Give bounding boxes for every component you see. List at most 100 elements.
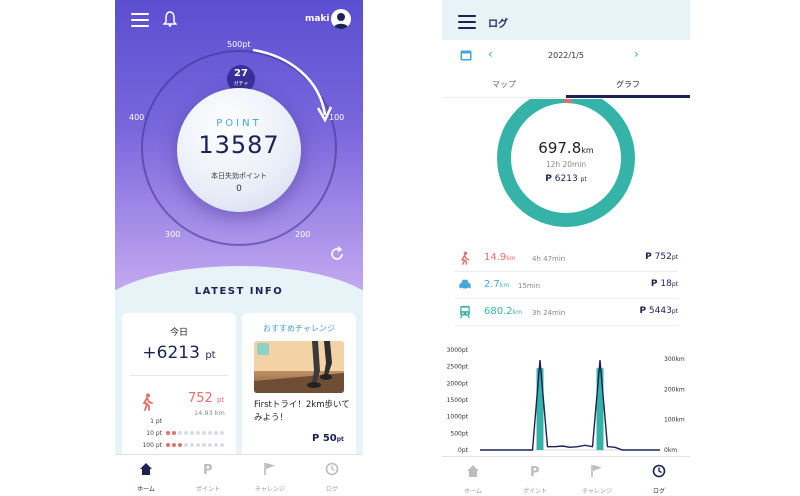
distance-bar (596, 368, 604, 450)
y-left-tick-label: 1500pt (447, 397, 469, 404)
y-right-tick-label: 200km (664, 386, 685, 393)
today-points-unit: pt (205, 350, 216, 361)
recommend-card[interactable]: おすすめチャレンジ Firstトライ！2km歩いてみよう！ P 50pt (242, 313, 356, 459)
tab-map[interactable]: マップ (492, 80, 516, 89)
walk-distance: 14.93 km (194, 409, 225, 417)
bell-icon[interactable] (163, 11, 177, 27)
log-row-car[interactable]: 2.7km 15min P 18pt (454, 273, 678, 299)
point-dot (172, 443, 176, 447)
recommend-points-value: 50 (322, 433, 337, 444)
y-left-tick-label: 2000pt (447, 380, 469, 387)
y-right-tick-label: 100km (664, 417, 685, 424)
tab-label: ホーム (137, 486, 155, 493)
hero-curve (115, 266, 363, 316)
tab-flag[interactable]: チャレンジ (566, 463, 628, 495)
calendar-icon[interactable] (460, 49, 472, 61)
point-dot (172, 431, 176, 435)
scale-label-400: 400 (129, 113, 145, 122)
total-time: 12h 20min (545, 160, 587, 169)
runner-image (254, 341, 344, 393)
tab-label: チャレンジ (255, 486, 285, 493)
row-distance: 680.2km (484, 306, 522, 317)
row-distance: 2.7km (484, 279, 509, 290)
row-distance-value: 14.9 (484, 252, 507, 263)
tab-clock[interactable]: ログ (301, 461, 363, 493)
tab-point[interactable]: P ポイント (177, 461, 239, 493)
tab-label: ポイント (195, 486, 220, 493)
tab-flag[interactable]: チャレンジ (239, 461, 301, 493)
point-dot (214, 443, 218, 447)
y-left-tick-label: 500pt (450, 430, 468, 437)
menu-icon[interactable] (131, 13, 149, 27)
tab-point[interactable]: P ポイント (504, 463, 566, 495)
point-dots-row: 100 pt (128, 441, 232, 459)
y-left-tick-label: 3000pt (447, 347, 469, 354)
svg-text:P: P (530, 465, 540, 478)
log-row-walk[interactable]: 14.9km 4h 47min P 752pt (454, 246, 678, 272)
point-dot (166, 443, 170, 447)
user-name[interactable]: maki (305, 14, 330, 24)
svg-text:P: P (203, 463, 213, 476)
row-points: P 18pt (651, 279, 678, 289)
row-distance-value: 2.7 (484, 279, 500, 290)
distance-donut-chart (442, 98, 690, 227)
y-left-tick-label: 1000pt (447, 414, 469, 421)
scale-label-500: 500pt (227, 40, 251, 49)
today-card[interactable]: 今日 +6213 pt 752 pt 14.93 km 1 pt 10 pt 100… (122, 313, 236, 459)
walking-icon (142, 393, 153, 411)
tab-home[interactable]: ホーム (115, 461, 177, 493)
tab-clock[interactable]: ログ (628, 463, 690, 495)
progress-arrow-icon (252, 48, 333, 123)
row-time: 15min (518, 282, 541, 290)
expiring-value: 0 (236, 184, 242, 194)
tab-graph[interactable]: グラフ (616, 80, 640, 89)
tab-label: ポイント (522, 488, 547, 495)
next-date-chevron-icon[interactable]: › (634, 47, 639, 61)
clock-icon (652, 464, 666, 478)
donut-train-segment (497, 98, 635, 227)
point-dial-ring (141, 50, 337, 246)
p-icon: P (312, 433, 320, 444)
log-row-train[interactable]: 680.2km 3h 24min P 5443pt (454, 300, 678, 326)
point-icon: P (203, 463, 213, 478)
y-right-tick-label: 300km (664, 356, 685, 363)
expiring-label: 本日失効ポイント (211, 172, 267, 180)
y-left-tick-label: 0pt (458, 447, 469, 454)
walk-points-unit: pt (216, 396, 225, 404)
point-dots-row: 1 pt (128, 417, 232, 435)
avatar-icon[interactable] (331, 9, 351, 29)
view-tabs: マップ グラフ (442, 70, 690, 98)
date-bar: ‹ 2022/1/5 › (442, 40, 690, 70)
bookmark-badge-icon (257, 343, 269, 355)
log-screen: ログ ‹ 2022/1/5 › マップ グラフ 697.8km 12h 20mi… (442, 0, 690, 496)
point-dots-label: 1 pt (150, 418, 162, 425)
clock-icon (325, 462, 339, 476)
active-tab-indicator (566, 95, 690, 98)
date-text[interactable]: 2022/1/5 (548, 51, 584, 60)
scale-label-200: 200 (295, 230, 311, 239)
y-left-tick-label: 2500pt (447, 364, 469, 371)
point-ball[interactable]: POINT 13587 本日失効ポイント 0 (177, 88, 301, 212)
point-dot (184, 431, 188, 435)
refresh-icon[interactable] (329, 246, 345, 262)
row-time: 4h 47min (532, 255, 566, 263)
row-points-unit: pt (671, 308, 678, 315)
row-points-value: 752 (654, 252, 672, 262)
point-dot (220, 443, 224, 447)
scale-label-300: 300 (165, 230, 181, 239)
total-distance: 697.8km (500, 138, 632, 157)
tab-home[interactable]: ホーム (442, 463, 504, 495)
prev-date-chevron-icon[interactable]: ‹ (488, 47, 493, 61)
tab-label: ホーム (464, 488, 482, 495)
point-dot (214, 431, 218, 435)
point-dot (196, 431, 200, 435)
point-dots (166, 432, 226, 451)
car-icon (459, 279, 471, 291)
today-points: +6213 pt (122, 343, 236, 363)
point-dot (202, 443, 206, 447)
walking-icon (460, 251, 470, 265)
home-screen: maki 500pt 100 200 300 400 27 ガチャ POINT … (115, 0, 363, 496)
row-distance-unit: km (506, 255, 516, 262)
menu-icon[interactable] (458, 15, 476, 29)
distance-bar (536, 368, 544, 450)
